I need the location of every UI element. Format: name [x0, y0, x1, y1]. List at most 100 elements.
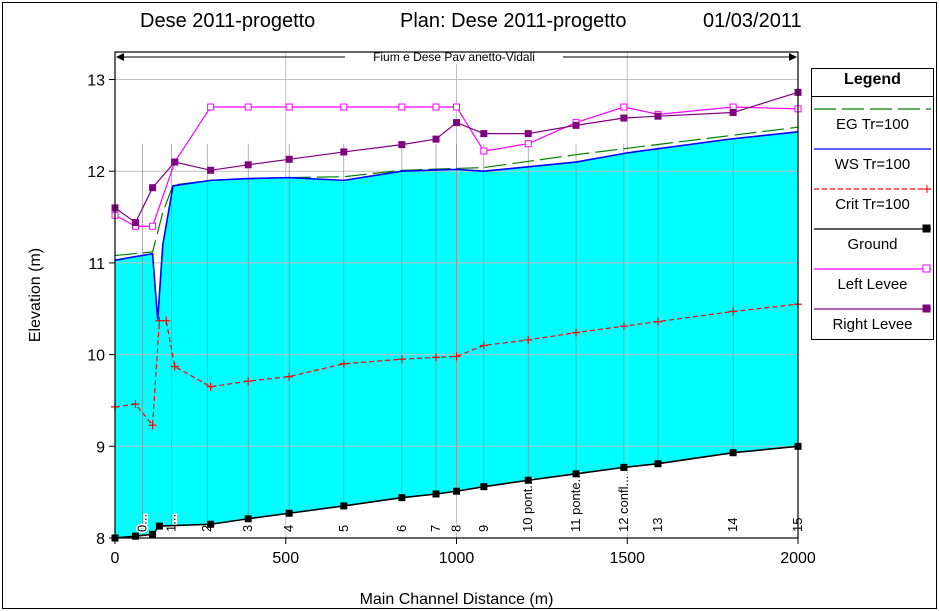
data-point — [480, 483, 488, 491]
y-tick-label: 8 — [96, 531, 105, 548]
data-point — [244, 161, 252, 169]
reach-arrow-right-icon — [789, 53, 797, 61]
x-tick-label: 500 — [272, 550, 299, 567]
legend-swatch — [814, 185, 931, 193]
data-point — [148, 421, 157, 430]
data-point — [524, 476, 532, 484]
legend-label: Left Levee — [837, 276, 908, 293]
station-label: 12 confl... — [616, 476, 631, 532]
data-point — [479, 341, 488, 350]
plan-title: Plan: Dese 2011-progetto — [400, 10, 627, 32]
data-point — [155, 316, 164, 325]
legend-item: EG Tr=100 — [812, 97, 933, 137]
data-point — [340, 148, 348, 156]
data-point — [398, 494, 406, 502]
data-point — [432, 135, 440, 143]
data-point — [572, 121, 580, 129]
station-label: 14 — [725, 518, 740, 532]
station-label: 13 — [650, 518, 665, 532]
x-tick-label: 2000 — [780, 550, 816, 567]
data-point — [340, 502, 348, 510]
station-label: 2 — [199, 525, 214, 532]
data-point — [729, 109, 737, 117]
legend-swatch — [814, 304, 931, 313]
data-point — [524, 335, 533, 344]
data-point — [340, 103, 348, 111]
legend-swatch — [814, 148, 931, 150]
station-label: 6 — [394, 525, 409, 532]
data-point — [432, 353, 441, 362]
data-point — [285, 103, 293, 111]
data-point — [480, 130, 488, 138]
legend-swatch — [814, 264, 931, 273]
y-tick-label: 9 — [96, 439, 105, 456]
legend-item: Right Levee — [812, 297, 933, 337]
legend-divider — [812, 96, 933, 97]
legend-item: WS Tr=100 — [812, 137, 933, 177]
data-point — [149, 184, 157, 192]
legend: Legend EG Tr=100 WS Tr=100 Crit Tr=100 Grou… — [811, 68, 934, 340]
data-point — [397, 355, 406, 364]
legend-label: WS Tr=100 — [834, 156, 911, 173]
legend-item: Ground — [812, 217, 933, 257]
legend-title: Legend — [844, 71, 901, 88]
data-point — [155, 522, 163, 530]
station-label: 3 — [240, 525, 255, 532]
data-point — [572, 470, 580, 478]
station-label: 10 pont... — [520, 478, 535, 532]
legend-marker — [922, 224, 931, 233]
data-point — [572, 328, 581, 337]
data-point — [453, 103, 460, 111]
data-point — [339, 359, 348, 368]
data-point — [207, 166, 215, 174]
data-point — [619, 322, 628, 331]
data-point — [171, 158, 179, 166]
data-point — [524, 130, 532, 138]
data-point — [480, 147, 488, 155]
legend-swatch — [814, 108, 931, 110]
data-point — [620, 103, 628, 111]
data-point — [162, 316, 171, 325]
x-tick-label: 0 — [111, 550, 120, 567]
y-tick-label: 10 — [87, 348, 105, 365]
legend-marker — [923, 185, 931, 193]
x-axis-label: Main Channel Distance (m) — [360, 591, 554, 608]
data-point — [170, 362, 179, 371]
chart-title: Dese 2011-progetto — [140, 10, 316, 32]
legend-item: Left Levee — [812, 257, 933, 297]
data-point — [453, 119, 460, 127]
data-point — [244, 377, 253, 386]
data-point — [149, 530, 157, 538]
data-point — [432, 103, 440, 111]
reach-label: Fium e Dese Pav anetto-Vidali — [373, 50, 535, 64]
legend-item: Crit Tr=100 — [812, 177, 933, 217]
station-label: 9 — [476, 525, 491, 532]
data-point — [131, 400, 140, 409]
legend-label: Crit Tr=100 — [835, 196, 910, 213]
station-label: 7 — [428, 525, 443, 532]
data-point — [452, 352, 461, 361]
reach-arrow-left-icon — [116, 53, 124, 61]
x-tick-label: 1000 — [439, 550, 475, 567]
data-point — [285, 509, 293, 517]
legend-label: Ground — [847, 236, 898, 253]
series-line — [114, 126, 799, 257]
data-point — [654, 112, 662, 120]
data-point — [398, 141, 406, 149]
data-point — [285, 155, 293, 163]
data-point — [729, 307, 738, 316]
data-point — [206, 382, 215, 391]
data-point — [207, 520, 215, 528]
data-point — [620, 114, 628, 122]
legend-marker — [922, 264, 931, 273]
data-point — [453, 487, 460, 495]
data-point — [207, 103, 215, 111]
legend-label: EG Tr=100 — [836, 116, 909, 133]
data-point — [654, 460, 662, 468]
station-label: 8 — [449, 525, 464, 532]
series-line — [114, 106, 799, 227]
date-title: 01/03/2011 — [703, 10, 802, 32]
series-line — [114, 91, 799, 224]
station-label: 0... — [134, 514, 149, 532]
